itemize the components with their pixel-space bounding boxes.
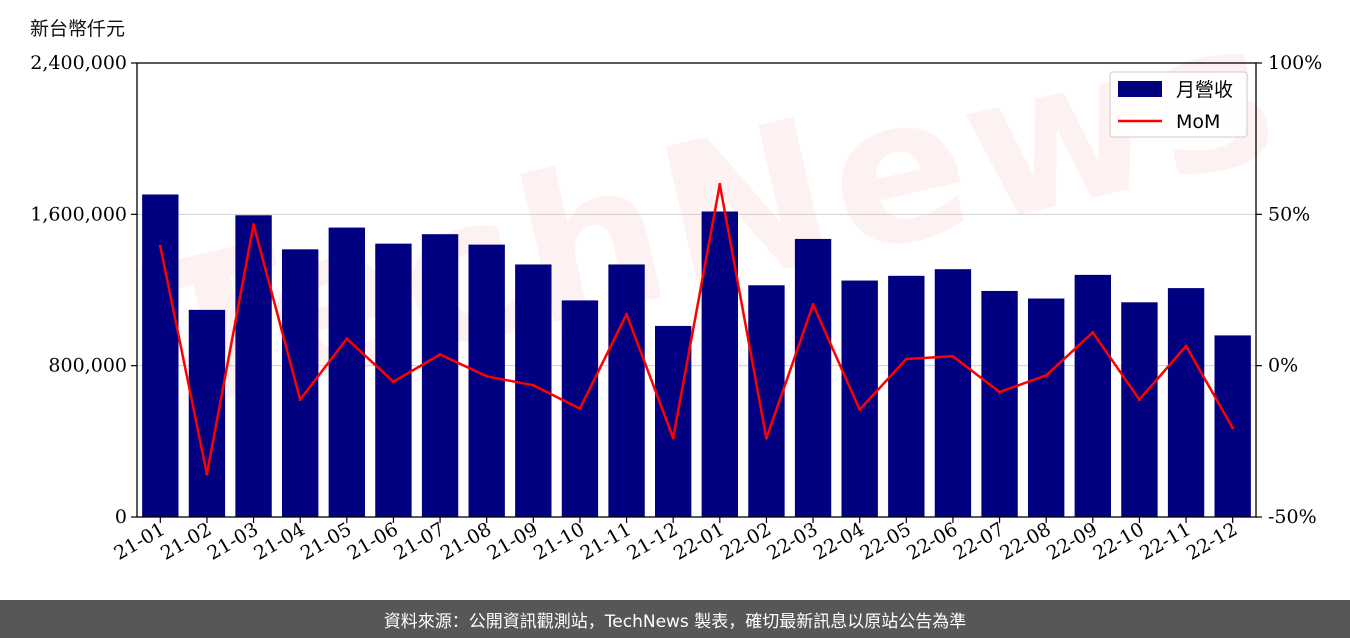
bar-21-03	[235, 215, 272, 517]
x-tick-label: 22-09	[1043, 518, 1101, 564]
x-tick-label: 22-10	[1089, 518, 1147, 564]
legend-label: 月營收	[1176, 79, 1233, 101]
x-tick-label: 22-05	[856, 518, 914, 564]
x-tick-label: 22-11	[1136, 518, 1194, 564]
x-tick-label: 22-04	[810, 518, 868, 564]
mom-point-21-08	[485, 374, 489, 378]
mom-point-22-05	[904, 357, 908, 361]
right-tick-label: 50%	[1268, 203, 1310, 225]
x-tick-label: 22-02	[716, 518, 774, 564]
bar-22-10	[1121, 302, 1158, 517]
left-tick-label: 0	[115, 506, 127, 528]
bar-22-05	[888, 275, 925, 517]
x-tick-label: 22-08	[996, 518, 1054, 564]
bar-21-12	[655, 325, 692, 517]
mom-point-22-11	[1184, 344, 1188, 348]
bar-22-11	[1167, 288, 1205, 517]
x-tick-label: 21-08	[437, 518, 495, 564]
bar-series	[142, 194, 1251, 518]
x-tick-label: 21-10	[530, 518, 588, 564]
right-tick-label: 0%	[1268, 355, 1298, 377]
bar-22-06	[934, 269, 972, 517]
x-tick-label: 21-04	[250, 518, 308, 564]
x-tick-label: 22-01	[670, 518, 728, 564]
mom-point-22-10	[1137, 398, 1141, 402]
x-tick-label: 22-03	[763, 518, 821, 564]
y-axis-unit-label: 新台幣仟元	[30, 18, 126, 40]
x-tick-label: 21-09	[483, 518, 541, 564]
mom-point-22-03	[811, 303, 815, 307]
mom-point-21-12	[671, 436, 675, 440]
mom-point-22-09	[1091, 330, 1095, 334]
mom-point-21-01	[158, 244, 162, 248]
bar-22-03	[794, 238, 832, 518]
legend: 月營收 MoM	[1109, 71, 1248, 138]
revenue-chart: 0 800,000 1,600,000 2,400,000 -50% 0% 50% 100% 2…	[30, 52, 1322, 565]
x-tick-label: 22-06	[903, 518, 961, 564]
mom-point-21-04	[298, 398, 302, 402]
x-tick-label: 21-02	[157, 518, 215, 564]
mom-point-22-06	[951, 354, 955, 358]
left-tick-label: 2,400,000	[30, 52, 127, 74]
bar-21-11	[608, 264, 645, 517]
mom-point-21-10	[578, 407, 582, 411]
mom-point-21-11	[625, 312, 629, 316]
mom-point-21-02	[205, 472, 209, 476]
bar-22-07	[981, 290, 1018, 517]
bar-21-07	[421, 234, 459, 517]
bar-21-05	[328, 227, 365, 517]
x-tick-label: 21-03	[204, 518, 262, 564]
mom-point-22-04	[858, 408, 862, 412]
x-tick-label: 21-07	[390, 518, 448, 564]
source-footer: 資料來源：公開資訊觀測站，TechNews 製表，確切最新訊息以原站公告為準	[0, 600, 1350, 638]
bar-22-09	[1074, 274, 1111, 517]
bar-21-08	[468, 244, 505, 517]
mom-point-22-08	[1044, 373, 1048, 377]
mom-point-21-05	[345, 337, 349, 341]
right-tick-label: -50%	[1268, 506, 1317, 528]
bar-22-08	[1028, 298, 1065, 517]
legend-label: MoM	[1176, 111, 1220, 133]
x-tick-label: 21-05	[297, 518, 355, 564]
x-tick-label: 21-06	[343, 518, 401, 564]
x-tick-label: 22-12	[1183, 518, 1241, 564]
mom-point-21-03	[252, 223, 256, 227]
x-tick-label: 21-11	[577, 518, 635, 564]
source-footer-text: 資料來源：公開資訊觀測站，TechNews 製表，確切最新訊息以原站公告為準	[383, 611, 967, 632]
x-tick-label: 22-07	[950, 518, 1008, 564]
mom-point-22-01	[718, 182, 722, 186]
legend-swatch-bar	[1118, 81, 1162, 97]
mom-point-22-02	[764, 436, 768, 440]
bar-21-01	[142, 194, 179, 518]
right-tick-label: 100%	[1268, 52, 1322, 74]
left-tick-label: 800,000	[48, 355, 127, 377]
mom-line	[159, 183, 1234, 476]
plot-frame	[136, 62, 1257, 518]
bar-22-04	[841, 280, 878, 517]
mom-point-22-07	[998, 390, 1002, 394]
bar-22-01	[701, 211, 738, 517]
line-series	[158, 182, 1235, 476]
mom-point-22-12	[1231, 426, 1235, 430]
mom-point-21-07	[438, 352, 442, 356]
mom-point-21-09	[531, 383, 535, 387]
mom-point-21-06	[391, 380, 395, 384]
x-tick-label: 21-12	[623, 518, 681, 564]
left-tick-label: 1,600,000	[30, 203, 127, 225]
